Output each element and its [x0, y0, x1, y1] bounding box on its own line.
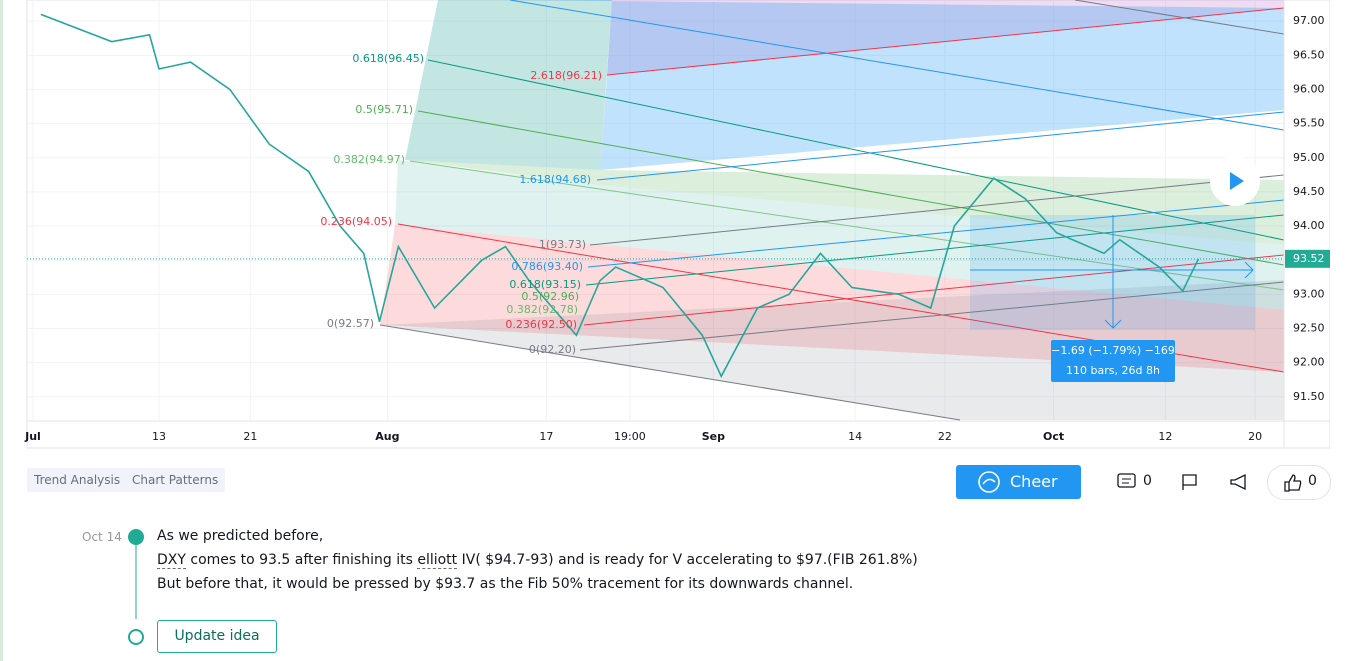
fib-line: [585, 214, 1285, 286]
fib-zone: [380, 280, 1284, 420]
y-tick-label: 94.00: [1293, 219, 1325, 232]
y-tick-label: 94.50: [1293, 185, 1325, 198]
fib-label: 1(93.73): [539, 238, 586, 251]
x-tick-label: 22: [938, 430, 952, 443]
update-text: DXY comes to 93.5 after finishing its el…: [157, 552, 918, 569]
fib-label: 1.618(94.68): [519, 173, 591, 186]
fib-line: [583, 254, 1285, 326]
fib-line: [509, 0, 1285, 131]
fib-label: 2.618(96.21): [530, 69, 602, 82]
x-tick-label: 17: [539, 430, 553, 443]
y-tick-label: 95.00: [1293, 151, 1325, 164]
fib-drawings: [379, 0, 1285, 421]
page-edge: [0, 0, 3, 661]
fib-zone: [405, 0, 612, 170]
update-text: But before that, it would be pressed by …: [157, 576, 854, 592]
y-tick-label: 91.50: [1293, 390, 1325, 403]
fib-label: 0.382(92.78): [506, 303, 578, 316]
symbol-link[interactable]: DXY: [157, 552, 186, 569]
x-tick-label: Sep: [702, 430, 725, 443]
x-tick-label: 21: [243, 430, 257, 443]
fib-line: [579, 281, 1285, 351]
fib-line: [379, 324, 961, 421]
price-line: [40, 13, 1200, 379]
update-idea-button[interactable]: Update idea: [157, 620, 277, 653]
measure-label: 110 bars, 26d 8h: [1066, 364, 1160, 377]
y-tick-label: 92.50: [1293, 321, 1325, 334]
fib-zone: [380, 225, 1284, 372]
fib-label: 0(92.20): [529, 343, 576, 356]
fib-zone: [405, 160, 1284, 245]
x-tick-label: 13: [152, 430, 166, 443]
cheer-icon: [978, 471, 1000, 493]
y-tick-label: 93.00: [1293, 287, 1325, 300]
play-icon: [1230, 172, 1244, 190]
measure-label-box: [1051, 340, 1175, 382]
last-price-box: [1285, 249, 1330, 268]
measure-arrowhead: [1104, 319, 1122, 329]
fib-line: [417, 110, 1285, 266]
fib-label: 0(92.57): [327, 317, 374, 330]
fib-label: 0.382(94.97): [333, 153, 405, 166]
like-button[interactable]: 0: [1267, 465, 1331, 500]
fib-label: 0.618(93.15): [509, 278, 581, 291]
fib-line: [596, 111, 1285, 181]
fib-zone: [395, 160, 1284, 310]
fib-line: [1074, 0, 1285, 35]
y-tick-label: 96.50: [1293, 48, 1325, 61]
text: comes to 93.5 after finishing its: [185, 552, 418, 568]
fib-label: 0.786(93.40): [511, 260, 583, 273]
fib-label: 0.618(96.45): [352, 52, 424, 65]
y-tick-label: 96.00: [1293, 82, 1325, 95]
x-tick-label: Jul: [24, 430, 41, 443]
x-tick-label: Aug: [375, 430, 399, 443]
x-tick-label: 19:00: [614, 430, 646, 443]
fib-zone: [607, 0, 1284, 75]
fib-zone: [510, 0, 1284, 170]
cheer-label: Cheer: [1010, 472, 1058, 491]
cheer-button[interactable]: Cheer: [956, 465, 1081, 499]
y-tick-label: 95.50: [1293, 117, 1325, 130]
fib-line: [409, 160, 1285, 291]
chart: 0.618(96.45) 0.5(95.71) 0.382(94.97) 0.236(…: [24, 0, 1330, 449]
like-count: 0: [1308, 473, 1317, 489]
tag[interactable]: Trend Analysis: [27, 468, 128, 492]
x-tick-label: 20: [1248, 430, 1262, 443]
tag[interactable]: Chart Patterns: [125, 468, 226, 492]
update-text: As we predicted before,: [157, 528, 324, 544]
term-link[interactable]: elliott: [417, 552, 458, 569]
fib-line: [589, 174, 1285, 246]
share-icon[interactable]: [1229, 473, 1249, 491]
fib-line: [427, 59, 1285, 241]
update-date: Oct 14: [82, 530, 122, 544]
fib-label: 0.236(92.50): [505, 318, 577, 331]
fib-line: [587, 199, 1285, 268]
fib-label: 0.236(94.05): [320, 215, 392, 228]
y-tick-label: 92.00: [1293, 356, 1325, 369]
last-price-label: 93.52: [1293, 252, 1325, 265]
fib-label: 0.5(95.71): [355, 103, 413, 116]
fib-line: [606, 7, 1285, 76]
comment-icon[interactable]: [1117, 473, 1137, 491]
x-tick-label: 12: [1158, 430, 1172, 443]
measure-label: −1.69 (−1.79%) −169: [1051, 344, 1175, 357]
x-tick-label: Oct: [1043, 430, 1064, 443]
y-tick-label: 97.00: [1293, 14, 1325, 27]
like-icon: [1284, 474, 1302, 492]
fib-label: 0.5(92.96): [521, 290, 579, 303]
text: IV( $94.7-93) and is ready for V acceler…: [457, 552, 918, 568]
timeline: [128, 529, 144, 645]
x-tick-label: 14: [848, 430, 862, 443]
measure-arrowhead: [1244, 261, 1254, 279]
comment-count: 0: [1143, 473, 1152, 489]
flag-icon[interactable]: [1181, 473, 1199, 491]
